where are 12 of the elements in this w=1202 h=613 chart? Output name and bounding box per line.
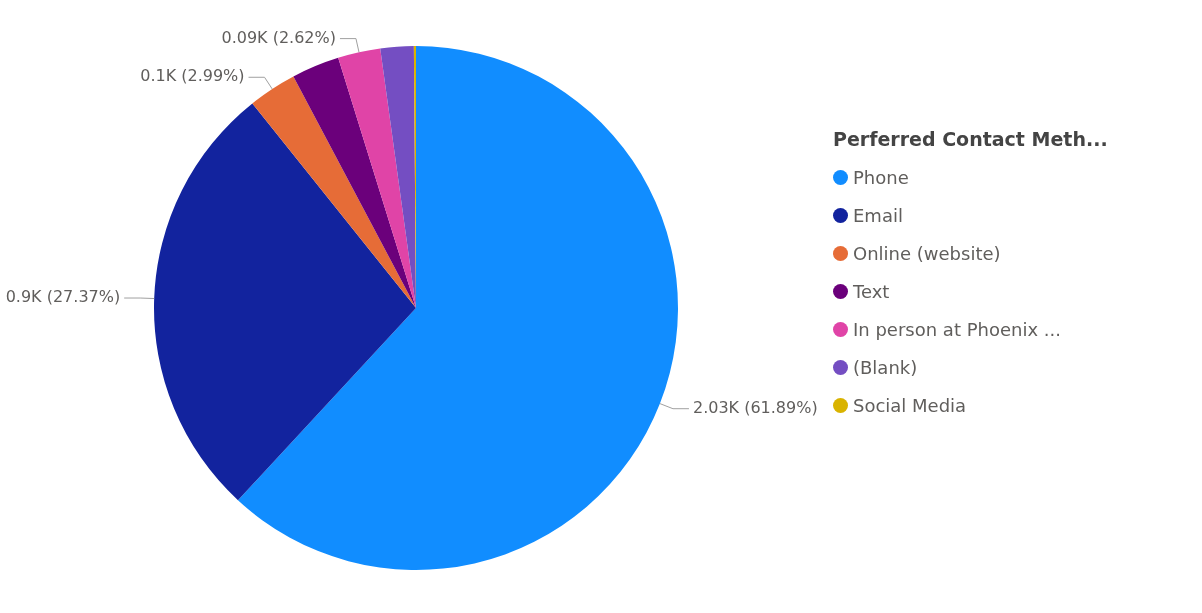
legend-label: Phone: [852, 165, 910, 190]
data-label: 0.1K (2.99%): [140, 66, 245, 86]
legend-label: Text: [852, 279, 891, 304]
data-label: 0.09K (2.62%): [221, 27, 336, 47]
legend-label: In person at Phoenix ...: [852, 317, 1062, 342]
data-label: 2.03K (61.89%): [692, 397, 818, 417]
legend-title: Perferred Contact Meth...: [833, 128, 1108, 150]
legend-label: (Blank): [852, 355, 919, 380]
legend-label: Social Media: [852, 393, 968, 418]
legend-label: Email: [852, 203, 904, 228]
legend-label: Online (website): [852, 241, 1002, 266]
data-label: 0.9K (27.37%): [5, 287, 121, 307]
